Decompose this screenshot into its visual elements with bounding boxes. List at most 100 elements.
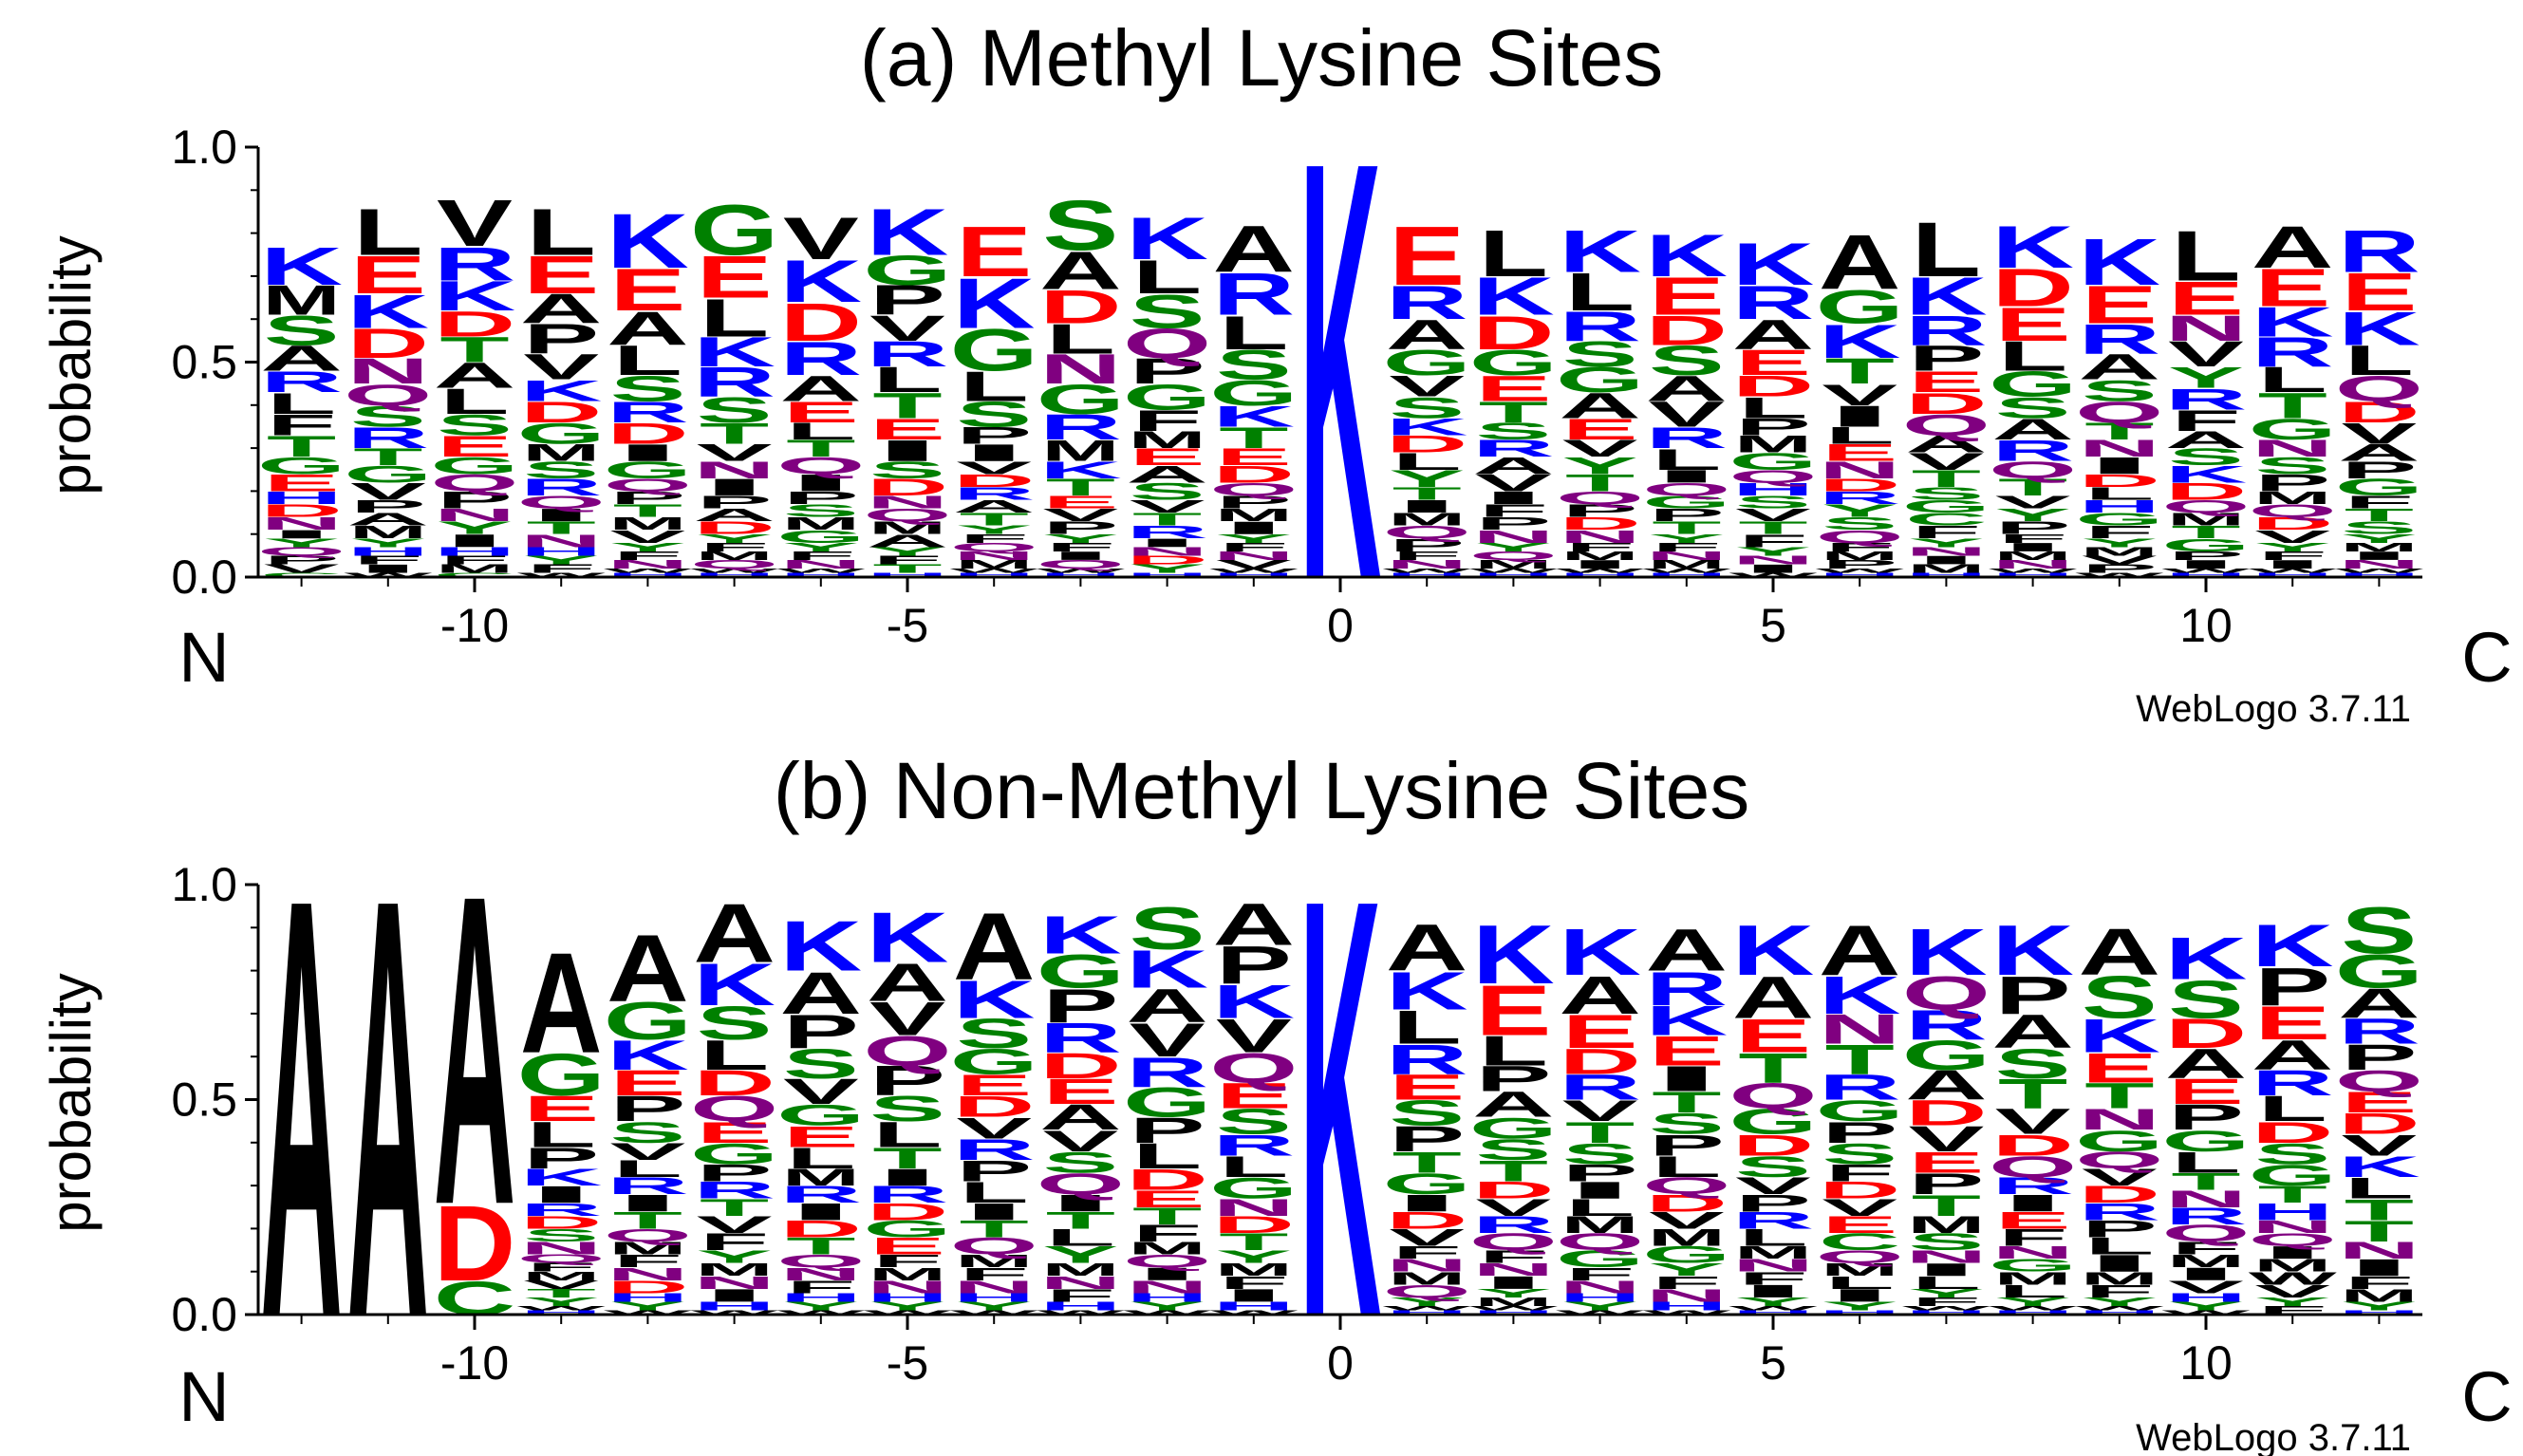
- logo-letter-K: K: [1472, 266, 1555, 326]
- logo-letter-I: I: [1044, 550, 1118, 563]
- logo-letter-L: L: [2345, 338, 2414, 384]
- logo-letter-Q: Q: [257, 545, 346, 558]
- logo-letter-H: H: [1559, 571, 1641, 578]
- logo-letter-R: R: [1126, 522, 1208, 542]
- logo-letter-Y: Y: [264, 536, 340, 550]
- logo-letter-N: N: [2338, 558, 2420, 571]
- logo-letter-H: H: [1559, 1291, 1641, 1304]
- logo-letter-V: V: [1475, 470, 1551, 496]
- logo-letter-N: N: [2165, 308, 2248, 348]
- logo-letter-F: F: [1392, 1242, 1462, 1262]
- logo-letter-Q: Q: [1816, 527, 1904, 547]
- logo-letter-Q: Q: [863, 1028, 951, 1074]
- logo-letter-H: H: [1039, 571, 1122, 578]
- logo-letter-G: G: [430, 453, 518, 479]
- logo-letter-M: M: [782, 1165, 860, 1191]
- logo-letter-H: H: [2338, 571, 2420, 578]
- logo-letter-G: G: [863, 1216, 951, 1242]
- logo-letter-N: N: [867, 1277, 949, 1297]
- logo-letter-A: A: [2165, 1040, 2248, 1087]
- logo-letter-R: R: [1126, 1049, 1208, 1095]
- logo-letter-K: K: [780, 906, 863, 986]
- logo-letter-I: I: [784, 1199, 858, 1225]
- logo-letter-T: T: [2084, 1076, 2154, 1116]
- logo-letter-M: M: [2167, 510, 2245, 530]
- logo-letter-D: D: [1472, 307, 1555, 360]
- logo-letter-D: D: [1559, 513, 1641, 533]
- logo-letter-N: N: [1213, 550, 1296, 563]
- logo-letter-M: M: [1128, 1239, 1205, 1259]
- logo-letter-F: F: [2258, 550, 2327, 563]
- logo-letter-V: V: [1995, 1102, 2071, 1142]
- logo-letter-M: M: [1821, 1260, 1898, 1279]
- logo-letter-V: V: [2168, 1277, 2244, 1297]
- logo-letter-Q: Q: [1989, 1150, 2077, 1184]
- logo-letter-I: I: [351, 562, 425, 575]
- logo-letter-K: K: [2252, 299, 2334, 345]
- logo-letter-S: S: [1216, 342, 1292, 388]
- logo-letter-A: A: [867, 531, 949, 551]
- logo-letter-F: F: [872, 553, 942, 567]
- logo-letter-W: W: [863, 1309, 951, 1316]
- logo-letter-M: M: [955, 1251, 1033, 1271]
- logo-letter-R: R: [1213, 261, 1296, 327]
- logo-letter-A: A: [2079, 915, 2161, 989]
- logo-letter-Y: Y: [697, 1247, 773, 1267]
- logo-letter-G: G: [1642, 493, 1730, 513]
- logo-letter-H: H: [693, 1299, 776, 1313]
- logo-letter-S: S: [1995, 391, 2071, 424]
- logo-letter-T: T: [1652, 518, 1721, 538]
- logo-letter-V: V: [2082, 1165, 2158, 1191]
- logo-letter-D: D: [607, 1277, 689, 1297]
- logo-letter-H: H: [1213, 1299, 1296, 1313]
- logo-letter-F: F: [1479, 501, 1548, 521]
- logo-letter-N: N: [1213, 1194, 1296, 1221]
- logo-letter-Y: Y: [609, 1299, 685, 1313]
- logo-letter-G: G: [776, 527, 865, 547]
- logo-letter-E: E: [1822, 1212, 1897, 1239]
- logo-letter-A: A: [953, 496, 1036, 516]
- logo-letter-R: R: [693, 359, 776, 405]
- logo-letter-A: A: [1213, 212, 1296, 286]
- logo-letter-S: S: [1130, 478, 1205, 505]
- logo-letter-D: D: [607, 417, 689, 450]
- logo-letter-A: A: [1819, 910, 1901, 990]
- logo-letter-Y: Y: [1042, 532, 1118, 546]
- logo-letter-K: K: [1213, 976, 1296, 1029]
- logo-letter-G: G: [690, 1137, 778, 1170]
- logo-letter-W: W: [690, 568, 778, 574]
- logo-letter-Y: Y: [1130, 1299, 1205, 1313]
- logo-letter-F: F: [700, 1229, 769, 1256]
- logo-letter-S: S: [1735, 493, 1811, 513]
- logo-letter-S: S: [1042, 1146, 1118, 1179]
- logo-letter-H: H: [520, 1309, 603, 1316]
- x-tick-label: -10: [440, 599, 509, 652]
- logo-letter-V: V: [783, 1072, 859, 1111]
- logo-letter-R: R: [520, 475, 603, 501]
- logo-letter-D: D: [434, 1183, 516, 1303]
- logo-letter-D: D: [2252, 513, 2334, 533]
- logo-letter-K: K: [2079, 1010, 2161, 1063]
- logo-letter-E: E: [869, 1233, 945, 1260]
- logo-letter-F: F: [1219, 541, 1288, 554]
- x-tick-label: 5: [1760, 599, 1786, 652]
- logo-letter-Q: Q: [776, 1251, 865, 1271]
- panel-methyl-lysine: (a) Methyl Lysine Sites probability CVPQ…: [39, 13, 2513, 730]
- logo-letter-V: V: [1130, 1014, 1205, 1067]
- logo-letter-S: S: [956, 394, 1032, 434]
- logo-letter-G: G: [1902, 496, 1990, 516]
- logo-letter-D: D: [1732, 369, 1815, 402]
- logo-letter-S: S: [609, 368, 685, 408]
- logo-stack: K: [1299, 774, 1382, 1441]
- logo-letter-H: H: [520, 545, 603, 558]
- logo-letter-K: K: [1039, 457, 1122, 483]
